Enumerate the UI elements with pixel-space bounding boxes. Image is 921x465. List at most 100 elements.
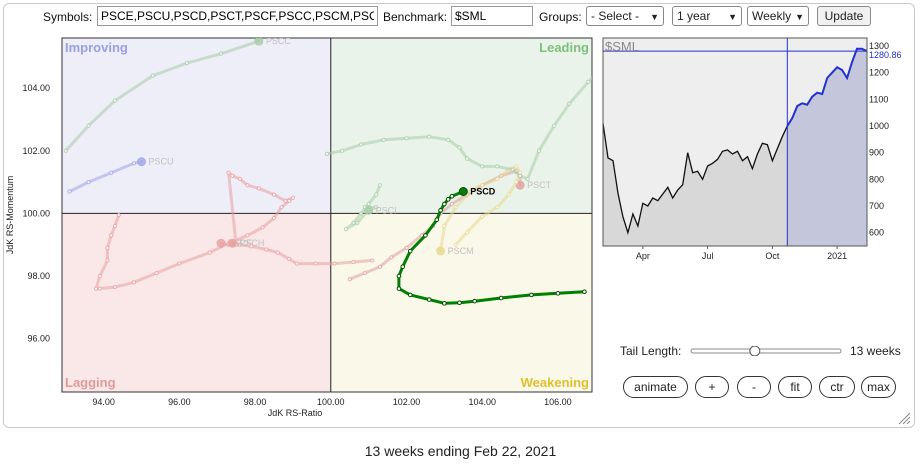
tails-group: PSCTPSCMPSCEPSCCPSCUPSCFPSCIPSCHPSCD	[63, 38, 592, 306]
tail-point-psch	[245, 183, 250, 188]
tail-point-psct	[404, 245, 409, 250]
tail-period-area	[787, 48, 867, 247]
tail-point-psch	[131, 280, 137, 285]
tail-point-pscm	[442, 223, 447, 229]
tail-point-pscd	[457, 300, 462, 306]
tail-point-psct	[389, 255, 394, 260]
chevron-down-icon: ▼	[650, 12, 659, 22]
tail-point-pscm	[495, 176, 500, 182]
series-label-psci: PSCI	[376, 205, 397, 215]
period-select[interactable]: 1 year ▼	[672, 6, 742, 26]
x-tick-label: 94.00	[92, 397, 115, 407]
tail-point-psct	[377, 264, 383, 269]
improving-quadrant-label: Improving	[65, 40, 128, 55]
improving-quadrant	[62, 38, 331, 214]
tail-point-psch	[177, 261, 182, 266]
tail-point-psch	[290, 195, 296, 200]
tail-point-psch	[112, 223, 118, 229]
benchmark-chart: $SML 1300 1200 1100 1000 900 800 700 600 1280.86 A…	[602, 37, 902, 261]
tail-point-pscd	[449, 193, 455, 199]
benchmark-y-tick: 1300	[869, 41, 889, 51]
tail-point-pscd	[396, 286, 402, 291]
tail-point-pscf	[351, 259, 356, 265]
period-select-value: 1 year	[677, 9, 711, 23]
groups-select[interactable]: - Select - ▼	[586, 6, 664, 26]
tail-point-pscd	[407, 292, 413, 298]
max-button[interactable]: max	[861, 376, 896, 398]
slider-handle[interactable]	[749, 346, 761, 356]
tail-point-pscm	[480, 214, 485, 219]
fit-button[interactable]: fit	[778, 376, 812, 398]
tail-length-value: 13 weeks	[850, 344, 901, 358]
tail-point-pscu	[131, 161, 137, 166]
tail-point-psch	[207, 250, 212, 255]
tail-point-psch	[245, 233, 250, 238]
tail-point-psce	[495, 164, 500, 169]
y-tick-label: 96.00	[27, 334, 50, 344]
tail-point-psch	[105, 245, 110, 250]
tail-point-pscd	[434, 217, 440, 222]
zoom-in-button[interactable]: +	[695, 376, 729, 398]
tail-point-pscf	[287, 256, 292, 261]
tail-point-psch	[230, 173, 235, 178]
tail-point-psce	[464, 156, 470, 161]
tail-point-psci	[351, 220, 356, 225]
tail-point-pscd	[396, 273, 402, 279]
tail-point-psce	[358, 142, 364, 147]
leading-quadrant	[330, 38, 592, 214]
center-button[interactable]: ctr	[819, 376, 855, 398]
series-label-pscf: PSCF	[228, 238, 253, 248]
symbols-label: Symbols:	[43, 10, 93, 24]
tail-point-pscd	[498, 295, 504, 301]
tail-point-pscm	[514, 164, 519, 169]
weakening-quadrant-label: Weakening	[521, 375, 589, 390]
tail-point-psci	[355, 220, 360, 225]
tail-point-pscm	[464, 230, 470, 235]
benchmark-tail-line	[786, 47, 868, 127]
interval-select[interactable]: Weekly ▼	[747, 6, 809, 26]
tail-point-psce	[457, 145, 462, 150]
tail-length-label: Tail Length:	[620, 344, 682, 358]
x-tick-label: 100.00	[317, 397, 345, 407]
tail-point-pscc	[254, 38, 264, 46]
tail-point-psce	[381, 137, 386, 142]
animate-button[interactable]: animate	[623, 376, 688, 398]
tail-point-psch	[271, 192, 277, 197]
tail-point-pscc	[218, 51, 224, 56]
tail-point-psce	[567, 101, 572, 106]
tail-point-pscu	[109, 170, 114, 175]
tail-point-psce	[340, 148, 345, 153]
tail-point-pscf	[294, 261, 299, 266]
rrg-chart[interactable]: Improving Leading Lagging Weakening 94.00 96.…	[0, 36, 600, 431]
tail-point-psci	[374, 205, 379, 210]
chevron-down-icon: ▼	[728, 12, 737, 22]
benchmark-input[interactable]	[451, 6, 533, 26]
tail-point-pscd	[445, 197, 451, 202]
groups-label: Groups:	[539, 10, 582, 24]
tail-point-pscf	[313, 261, 318, 266]
tail-point-pscu	[67, 189, 72, 194]
tail-point-pscu	[137, 157, 146, 167]
tail-point-psch	[227, 238, 237, 248]
tail-point-pscf	[249, 244, 254, 249]
tail-point-psci	[374, 192, 379, 197]
symbols-input[interactable]	[97, 6, 378, 26]
tail-length-slider[interactable]	[690, 346, 842, 356]
lagging-quadrant	[62, 213, 331, 392]
leading-quadrant-label: Leading	[539, 40, 589, 55]
tail-point-psch	[154, 270, 159, 276]
update-button[interactable]: Update	[817, 6, 871, 26]
period-caption: 13 weeks ending Feb 22, 2021	[364, 443, 557, 459]
benchmark-symbol: $SML	[605, 39, 639, 54]
tail-point-pscd	[442, 301, 447, 306]
series-label-psct: PSCT	[527, 180, 552, 190]
zoom-out-button[interactable]: -	[737, 376, 771, 398]
resize-handle-icon[interactable]	[897, 411, 911, 425]
tail-point-psce	[552, 123, 557, 128]
benchmark-x-tick: Jul	[702, 251, 714, 261]
benchmark-y-tick: 700	[869, 201, 884, 211]
tail-point-pscc	[112, 98, 118, 103]
tail-point-pscd	[555, 291, 561, 296]
series-label-pscu: PSCU	[149, 157, 174, 167]
tail-point-psch	[116, 212, 121, 218]
